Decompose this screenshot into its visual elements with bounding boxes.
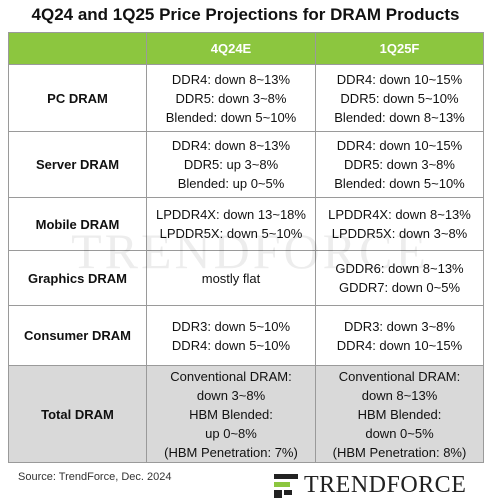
table-cell: mostly flat <box>146 250 316 306</box>
cell-line: mostly flat <box>201 270 261 286</box>
cell-line: LPDDR5X: down 5~10% <box>159 226 303 241</box>
cell-line: GDDR7: down 0~5% <box>338 280 461 295</box>
cell-line: DDR4: down 10~15% <box>336 138 463 153</box>
cell-line: DDR4: down 5~10% <box>171 337 291 353</box>
table-cell: DDR4: down 8~13% DDR5: down 3~8% Blended: … <box>146 64 316 132</box>
row-label: PC DRAM <box>8 64 147 132</box>
table-row: Server DRAM DDR4: down 8~13% DDR5: up 3~8%… <box>8 131 484 198</box>
source: Source: TrendForce, Dec. 2024 <box>18 471 172 483</box>
cell-line: down 3~8% <box>196 387 266 403</box>
cell-line: GDDR6: down 8~13% <box>335 261 464 276</box>
row-label: Mobile DRAM <box>8 197 147 251</box>
table-cell: DDR4: down 10~15% DDR5: down 3~8% Blended:… <box>315 131 484 198</box>
column-header: 4Q24E <box>146 32 316 65</box>
table-cell: LPDDR4X: down 8~13% LPDDR5X: down 3~8% <box>315 197 484 251</box>
cell-line: DDR3: down 3~8% <box>344 318 455 334</box>
cell-line: DDR4: down 8~13% <box>171 71 291 87</box>
header-corner <box>8 32 147 65</box>
cell-line: (HBM Penetration: 7%) <box>164 444 298 460</box>
cell-line: LPDDR4X: down 13~18% <box>156 207 306 222</box>
cell-line: Blended: down 8~13% <box>334 109 465 125</box>
table-cell: GDDR6: down 8~13% GDDR7: down 0~5% <box>315 250 484 306</box>
row-label: Server DRAM <box>8 131 147 198</box>
cell-line: DDR5: down 5~10% <box>340 90 459 106</box>
cell-line: DDR4: down 10~15% <box>336 337 463 353</box>
table-cell: Conventional DRAM: down 8~13% HBM Blended:… <box>315 365 484 463</box>
cell-line: LPDDR4X: down 8~13% <box>328 207 471 222</box>
cell-line: down 8~13% <box>361 387 438 403</box>
cell-line: DDR3: down 5~10% <box>171 318 291 334</box>
table-row: Mobile DRAM LPDDR4X: down 13~18% LPDDR5X: … <box>8 197 484 251</box>
table-cell: DDR4: down 8~13% DDR5: up 3~8% Blended: up… <box>146 131 316 198</box>
cell-line: (HBM Penetration: 8%) <box>332 444 467 460</box>
cell-line: Blended: down 5~10% <box>165 109 297 125</box>
cell-line: Conventional DRAM: <box>338 368 461 384</box>
title: 4Q24 and 1Q25 Price Projections for DRAM… <box>31 5 460 24</box>
cell-line: HBM Blended: <box>357 406 442 422</box>
price-table: 4Q24E 1Q25F PC DRAM DDR4: down 8~13% DDR5: … <box>8 32 484 463</box>
cell-line: Blended: down 5~10% <box>334 176 465 191</box>
logo-text: TRENDFORCE <box>304 472 467 498</box>
cell-line: HBM Blended: <box>189 406 273 422</box>
cell-line: DDR4: down 10~15% <box>336 71 463 87</box>
cell-line: DDR5: down 3~8% <box>344 157 455 172</box>
table-cell: Conventional DRAM: down 3~8% HBM Blended: u… <box>146 365 316 463</box>
table-cell: DDR3: down 3~8% DDR4: down 10~15% <box>315 305 484 366</box>
logo: TRENDFORCE <box>272 470 482 500</box>
column-header: 1Q25F <box>315 32 484 65</box>
table-cell: LPDDR4X: down 13~18% LPDDR5X: down 5~10% <box>146 197 316 251</box>
cell-line: up 0~8% <box>205 425 257 441</box>
table-row: Total DRAM Conventional DRAM: down 3~8% HBM… <box>8 365 484 463</box>
table-row: Consumer DRAM DDR3: down 5~10% DDR4: down … <box>8 305 484 366</box>
cell-line: DDR5: down 3~8% <box>175 90 287 106</box>
cell-line: Conventional DRAM: <box>170 368 292 384</box>
table-row: PC DRAM DDR4: down 8~13% DDR5: down 3~8% Bl… <box>8 64 484 132</box>
row-label: Total DRAM <box>8 365 147 463</box>
row-label: Graphics DRAM <box>8 250 147 306</box>
cell-line: down 0~5% <box>365 425 434 441</box>
cell-line: LPDDR5X: down 3~8% <box>331 226 468 241</box>
table-cell: DDR3: down 5~10% DDR4: down 5~10% <box>146 305 316 366</box>
cell-line: DDR4: down 8~13% <box>171 138 291 153</box>
logo-icon <box>274 474 298 498</box>
header-row: 4Q24E 1Q25F <box>8 32 484 65</box>
cell-line: DDR5: up 3~8% <box>183 157 279 172</box>
table-cell: DDR4: down 10~15% DDR5: down 5~10% Blended… <box>315 64 484 132</box>
table-row: Graphics DRAM mostly flat GDDR6: down 8~13… <box>8 250 484 306</box>
cell-line: Blended: up 0~5% <box>177 176 285 191</box>
row-label: Consumer DRAM <box>8 305 147 366</box>
